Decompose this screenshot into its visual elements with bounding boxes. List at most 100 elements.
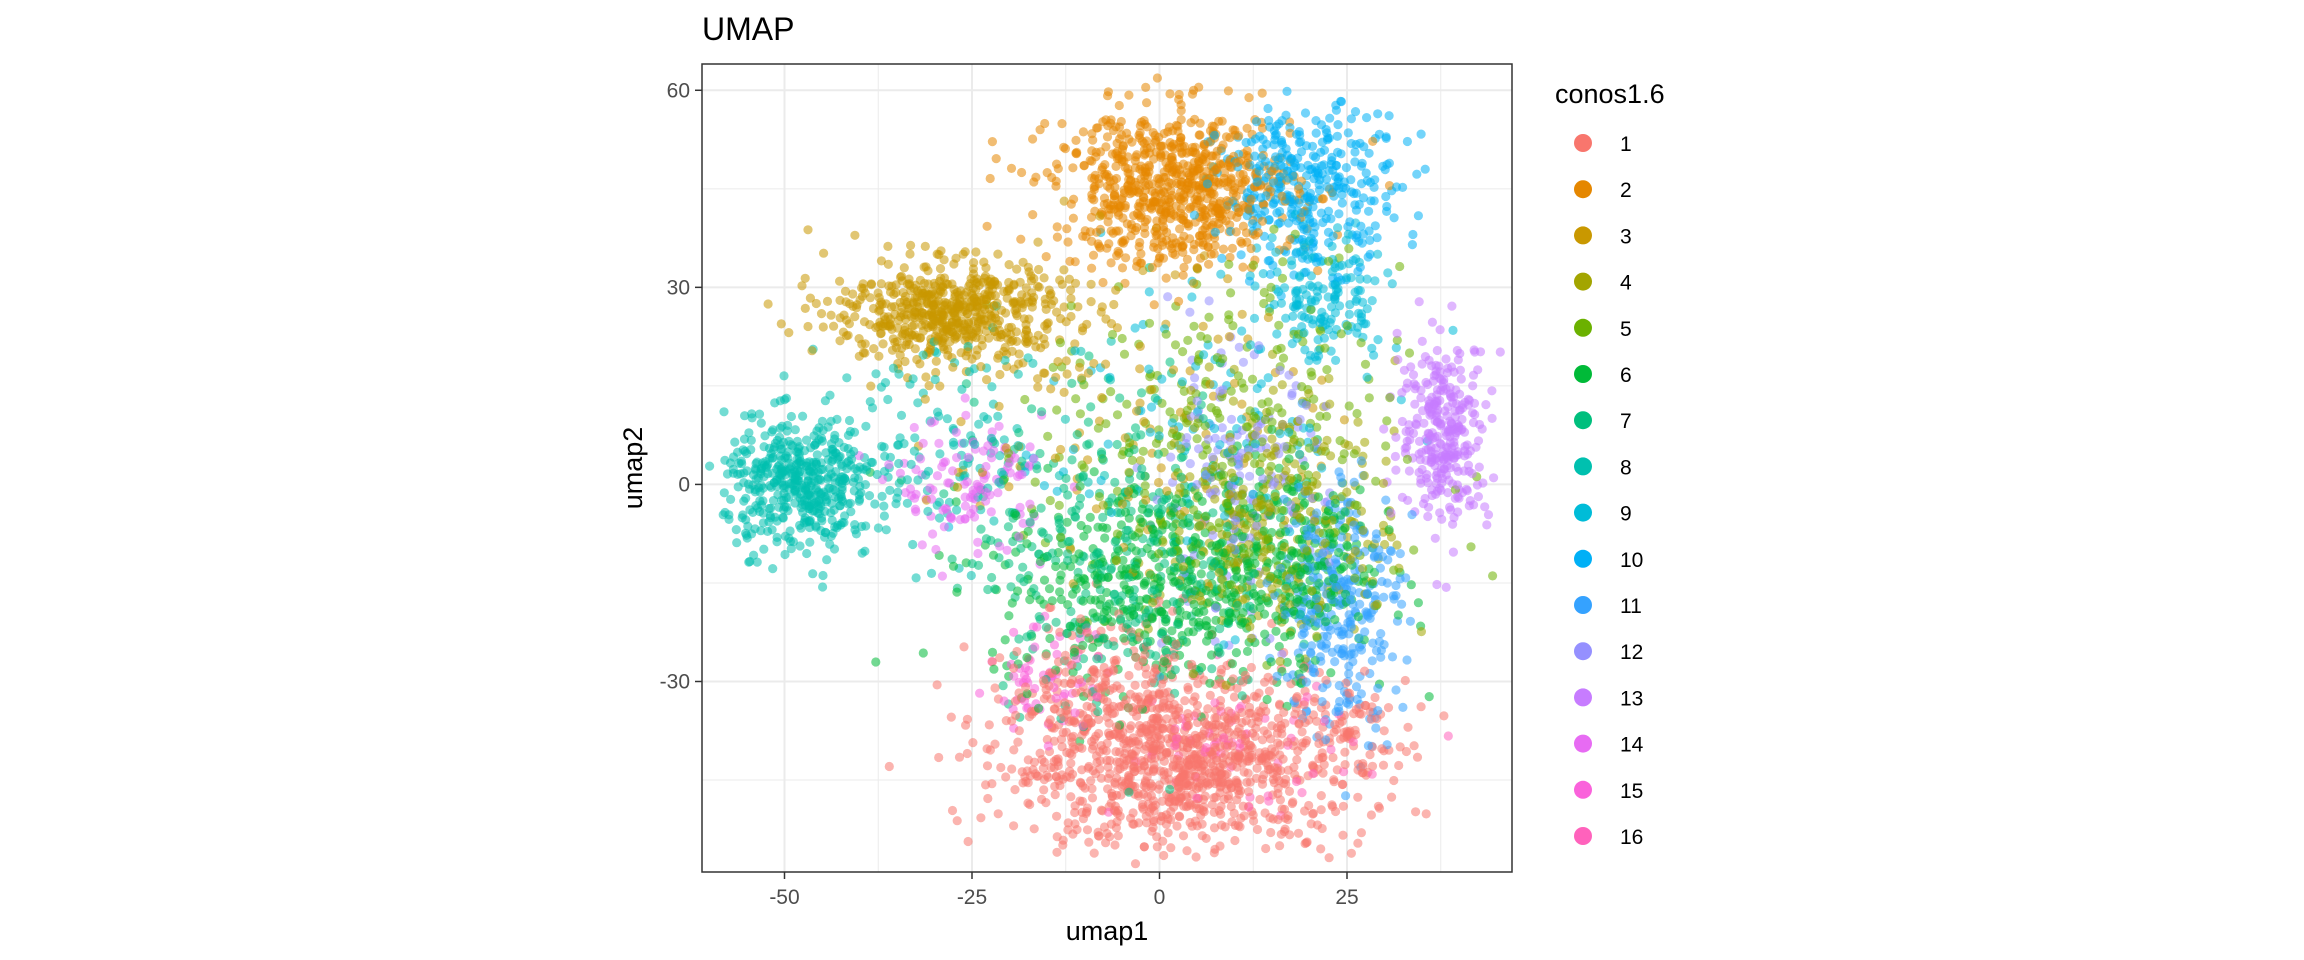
point-cluster-3 xyxy=(977,319,988,329)
point-cluster-13 xyxy=(1468,418,1479,428)
point-cluster-7 xyxy=(1123,647,1133,658)
point-cluster-3 xyxy=(1039,273,1049,283)
point-cluster-6 xyxy=(1242,646,1253,657)
point-cluster-6 xyxy=(1355,485,1365,495)
point-cluster-10 xyxy=(1275,218,1285,228)
point-cluster-10 xyxy=(1402,136,1412,147)
point-cluster-6 xyxy=(1181,610,1192,620)
point-cluster-2 xyxy=(1068,213,1078,223)
point-cluster-13 xyxy=(1391,465,1401,475)
point-cluster-2 xyxy=(1060,144,1070,154)
point-cluster-9 xyxy=(1344,309,1354,319)
point-cluster-1 xyxy=(1063,818,1073,828)
point-cluster-8 xyxy=(872,469,882,480)
point-cluster-13 xyxy=(1462,440,1472,450)
point-cluster-2 xyxy=(1384,181,1395,191)
point-cluster-8 xyxy=(854,496,864,506)
point-cluster-1 xyxy=(1110,840,1120,850)
point-cluster-7 xyxy=(1055,523,1065,534)
point-cluster-1 xyxy=(932,680,942,690)
point-cluster-10 xyxy=(1325,113,1335,123)
point-cluster-10 xyxy=(1323,206,1334,216)
point-cluster-9 xyxy=(1279,283,1290,293)
point-cluster-6 xyxy=(1205,678,1215,688)
point-cluster-1 xyxy=(1338,830,1348,840)
point-cluster-6 xyxy=(1211,615,1221,626)
point-cluster-7 xyxy=(1081,589,1091,599)
point-cluster-5 xyxy=(1145,372,1155,382)
point-cluster-6 xyxy=(1294,534,1304,545)
point-cluster-9 xyxy=(1343,229,1353,239)
point-cluster-9 xyxy=(1267,233,1277,243)
point-cluster-4 xyxy=(1288,437,1299,447)
point-cluster-12 xyxy=(1166,452,1176,462)
point-cluster-13 xyxy=(1417,359,1427,369)
point-cluster-1 xyxy=(1163,828,1173,838)
point-cluster-7 xyxy=(947,554,957,564)
point-cluster-5 xyxy=(1297,382,1307,392)
point-cluster-9 xyxy=(1084,489,1094,499)
point-cluster-8 xyxy=(732,538,742,548)
point-cluster-15 xyxy=(1052,649,1062,660)
point-cluster-3 xyxy=(1224,332,1234,342)
point-cluster-1 xyxy=(1232,683,1242,693)
point-cluster-1 xyxy=(1093,683,1103,693)
point-cluster-5 xyxy=(1278,257,1288,267)
point-cluster-8 xyxy=(976,505,986,515)
point-cluster-5 xyxy=(1183,335,1193,345)
point-cluster-3 xyxy=(904,339,914,350)
point-cluster-2 xyxy=(1086,212,1097,222)
point-cluster-12 xyxy=(1226,414,1237,424)
point-cluster-2 xyxy=(1182,254,1192,264)
point-cluster-5 xyxy=(1055,338,1065,348)
point-cluster-6 xyxy=(1314,578,1324,588)
point-cluster-14 xyxy=(993,488,1003,498)
point-cluster-1 xyxy=(1138,804,1149,814)
point-cluster-1 xyxy=(1102,828,1112,839)
point-cluster-1 xyxy=(1075,796,1085,806)
point-cluster-5 xyxy=(1404,348,1415,358)
point-cluster-1 xyxy=(1010,696,1020,706)
point-cluster-7 xyxy=(939,489,949,499)
point-cluster-14 xyxy=(1015,502,1025,512)
point-cluster-4 xyxy=(1228,396,1238,406)
point-cluster-7 xyxy=(1107,493,1117,503)
point-cluster-8 xyxy=(1105,375,1115,385)
point-cluster-11 xyxy=(1306,649,1316,659)
point-cluster-6 xyxy=(1336,564,1346,574)
point-cluster-13 xyxy=(1423,511,1433,522)
point-cluster-1 xyxy=(1266,827,1276,838)
point-cluster-2 xyxy=(1088,250,1099,260)
point-cluster-5 xyxy=(1266,461,1276,471)
point-cluster-6 xyxy=(1062,517,1072,527)
point-cluster-12 xyxy=(1238,357,1248,367)
point-cluster-1 xyxy=(1124,670,1134,681)
point-cluster-2 xyxy=(1179,262,1189,272)
point-cluster-1 xyxy=(1039,694,1049,704)
point-cluster-6 xyxy=(1078,640,1088,651)
point-cluster-10 xyxy=(1261,191,1271,201)
point-cluster-1 xyxy=(1251,773,1261,784)
point-cluster-7 xyxy=(1075,493,1086,503)
point-cluster-11 xyxy=(1381,495,1391,505)
point-cluster-11 xyxy=(1301,677,1311,687)
point-cluster-2 xyxy=(1223,86,1233,96)
point-cluster-1 xyxy=(1360,666,1370,676)
point-cluster-6 xyxy=(1367,579,1377,589)
point-cluster-3 xyxy=(1051,372,1061,382)
point-cluster-1 xyxy=(1209,807,1219,818)
point-cluster-11 xyxy=(1373,706,1383,716)
point-cluster-5 xyxy=(1101,419,1111,429)
point-cluster-3 xyxy=(1112,323,1122,333)
point-cluster-8 xyxy=(772,532,782,543)
point-cluster-5 xyxy=(1350,500,1360,510)
point-cluster-9 xyxy=(1370,276,1380,286)
point-cluster-13 xyxy=(1379,424,1389,434)
point-cluster-3 xyxy=(1050,453,1060,463)
point-cluster-1 xyxy=(1284,786,1295,797)
point-cluster-5 xyxy=(1322,365,1332,375)
point-cluster-8 xyxy=(768,564,778,574)
point-cluster-6 xyxy=(1260,629,1270,639)
point-cluster-10 xyxy=(1346,114,1356,124)
point-cluster-3 xyxy=(1039,334,1049,344)
